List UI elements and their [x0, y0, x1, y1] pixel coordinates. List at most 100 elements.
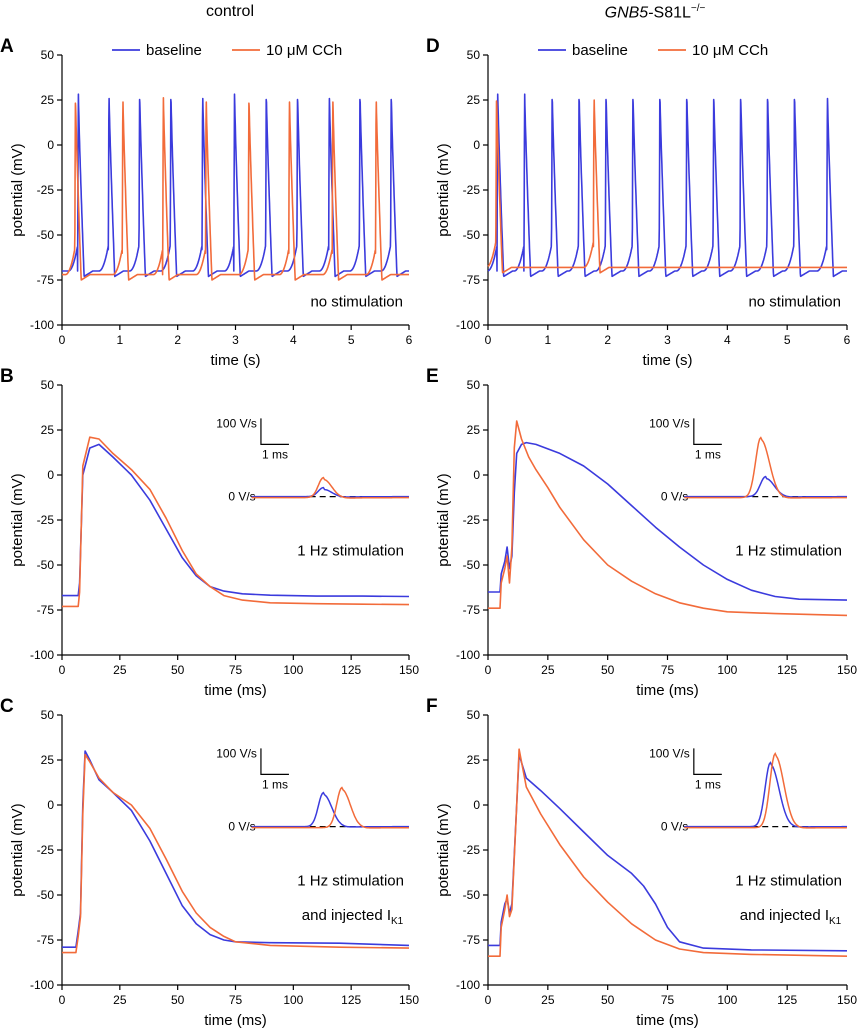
y-tick-label: -75 — [463, 273, 481, 287]
y-tick-label: -100 — [456, 648, 480, 662]
column-title-mutant: GNB5-S81L−/− — [604, 3, 706, 22]
x-tick-label: 0 — [485, 993, 492, 1007]
trace-cch-F — [488, 748, 848, 957]
inset-trace-cch — [251, 476, 409, 499]
x-tick-label: 150 — [399, 993, 419, 1007]
y-tick-label: 50 — [41, 378, 55, 392]
x-tick-label: 0 — [59, 663, 66, 677]
inset-time-label: 1 ms — [262, 777, 288, 791]
trace-cch-E — [488, 420, 848, 617]
inset-zero-label: 0 V/s — [228, 820, 255, 834]
y-tick-label: -100 — [456, 318, 480, 332]
inset-scale-bar — [693, 418, 722, 445]
y-axis-label: potential (mV) — [9, 473, 26, 566]
x-axis-label: time (ms) — [636, 1012, 699, 1029]
trace-baseline-B — [62, 443, 410, 598]
y-tick-label: 50 — [41, 708, 55, 722]
y-tick-label: 25 — [467, 423, 481, 437]
annotation-subscript: K1 — [829, 916, 842, 927]
x-tick-label: 100 — [283, 663, 303, 677]
annotation: 1 Hz stimulation — [735, 873, 842, 890]
y-tick-label: -25 — [37, 513, 55, 527]
inset-scale-bar — [693, 748, 722, 775]
trace-baseline-E — [488, 441, 848, 601]
y-tick-label: 0 — [473, 798, 480, 812]
annotation: no stimulation — [310, 294, 403, 311]
inset-trace-baseline — [251, 791, 409, 828]
x-tick-label: 100 — [283, 993, 303, 1007]
x-tick-label: 6 — [406, 333, 413, 347]
x-tick-label: 75 — [661, 663, 675, 677]
trace-baseline-A — [61, 93, 410, 278]
y-tick-label: 50 — [467, 48, 481, 62]
inset-trace-baseline — [684, 475, 847, 498]
y-tick-label: -25 — [463, 843, 481, 857]
panel-C: C -100 -75 -50 -25 0 25 50 0 25 50 75 100 125 150 time … — [0, 696, 419, 1029]
legend-label-baseline: baseline — [146, 42, 202, 59]
y-tick-label: 25 — [41, 753, 55, 767]
y-tick-label: -25 — [37, 843, 55, 857]
inset-zero-label: 0 V/s — [228, 490, 255, 504]
x-tick-label: 25 — [113, 993, 127, 1007]
x-axis-label: time (ms) — [204, 682, 267, 699]
x-axis-label: time (ms) — [204, 1012, 267, 1029]
panel-letter-A: A — [0, 36, 14, 57]
y-tick-label: 0 — [473, 468, 480, 482]
y-tick-label: -100 — [30, 648, 54, 662]
x-tick-label: 1 — [116, 333, 123, 347]
x-tick-label: 5 — [784, 333, 791, 347]
x-tick-label: 4 — [724, 333, 731, 347]
inset-scale-label: 100 V/s — [216, 416, 257, 430]
x-tick-label: 0 — [59, 333, 66, 347]
x-tick-label: 2 — [604, 333, 611, 347]
panel-letter-C: C — [0, 696, 14, 717]
x-tick-label: 25 — [113, 663, 127, 677]
y-tick-label: -75 — [37, 273, 55, 287]
panel-letter-E: E — [426, 366, 439, 387]
inset-trace-cch — [251, 786, 409, 829]
y-tick-label: -50 — [463, 228, 481, 242]
inset-time-label: 1 ms — [695, 447, 721, 461]
x-tick-label: 0 — [485, 663, 492, 677]
annotation-subscript: K1 — [391, 916, 404, 927]
inset-scale-bar — [260, 418, 289, 445]
x-tick-label: 75 — [229, 663, 243, 677]
x-tick-label: 50 — [171, 663, 185, 677]
x-tick-label: 100 — [717, 993, 737, 1007]
y-tick-label: -100 — [30, 978, 54, 992]
panel-D: D -100 -75 -50 -25 0 25 50 0 1 2 3 4 5 6 time (s) potent… — [426, 36, 851, 369]
y-tick-label: 25 — [41, 93, 55, 107]
panel-letter-F: F — [426, 696, 438, 717]
y-axis-label: potential (mV) — [435, 803, 452, 896]
y-tick-label: 0 — [473, 138, 480, 152]
y-axis-label: potential (mV) — [435, 143, 452, 236]
y-tick-label: 50 — [41, 48, 55, 62]
x-tick-label: 75 — [661, 993, 675, 1007]
annotation: no stimulation — [748, 294, 841, 311]
inset-zero-label: 0 V/s — [661, 820, 688, 834]
annotation-line2: and injected I — [740, 907, 829, 924]
panel-A: A -100 -75 -50 -25 0 25 50 0 1 2 3 4 5 6 time (s) potent… — [0, 36, 413, 369]
y-tick-label: -75 — [463, 603, 481, 617]
inset-scale-label: 100 V/s — [216, 746, 257, 760]
x-tick-label: 125 — [341, 663, 361, 677]
inset-trace-baseline — [684, 761, 847, 828]
x-tick-label: 25 — [541, 663, 555, 677]
inset-time-label: 1 ms — [262, 447, 288, 461]
y-axis-label: potential (mV) — [9, 803, 26, 896]
y-tick-label: -25 — [463, 183, 481, 197]
y-tick-label: 0 — [47, 138, 54, 152]
trace-cch-C — [62, 753, 410, 954]
annotation: 1 Hz stimulation — [297, 543, 404, 560]
y-tick-label: -50 — [37, 888, 55, 902]
panel-F: F -100 -75 -50 -25 0 25 50 0 25 50 75 100 125 150 time … — [426, 696, 857, 1029]
panel-letter-B: B — [0, 366, 14, 387]
legend-label-cch: 10 μM CCh — [692, 42, 768, 59]
x-tick-label: 3 — [232, 333, 239, 347]
x-tick-label: 5 — [348, 333, 355, 347]
y-tick-label: 0 — [47, 468, 54, 482]
x-tick-label: 150 — [837, 993, 857, 1007]
x-tick-label: 0 — [485, 333, 492, 347]
y-tick-label: -25 — [463, 513, 481, 527]
